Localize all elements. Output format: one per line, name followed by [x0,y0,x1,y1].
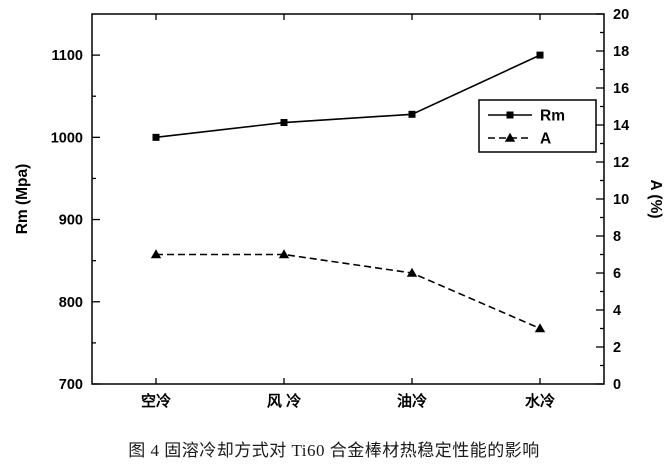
series-a [150,249,546,333]
x-tick-label: 油冷 [397,392,427,410]
axis-ticks [92,13,604,385]
right-tick-label: 16 [613,81,629,97]
marker-square [408,110,416,118]
left-tick-label: 800 [59,295,83,311]
left-tick-label: 700 [59,377,83,393]
right-tick-label: 18 [613,44,629,60]
x-tick-label: 风 冷 [267,392,301,410]
right-tick-label: 8 [613,229,621,245]
x-tick-label: 水冷 [525,392,555,410]
left-tick-label: 1100 [52,48,83,64]
marker-square [536,51,544,59]
legend-box [478,99,597,153]
plot-border [91,13,605,385]
marker-triangle [406,267,418,277]
marker-square [280,119,288,127]
marker-square [152,133,160,141]
tick-labels: 700 800 900 1000 1100 0 2 4 6 8 10 12 14 16 18 20 空冷 风 冷 油… [51,7,629,410]
right-tick-label: 12 [613,155,629,171]
line-chart: 700 800 900 1000 1100 0 2 4 6 8 10 12 14 16 18 20 空冷 风 冷 油… [14,7,664,410]
series-rm [152,51,544,141]
legend-label: Rm [540,108,565,125]
legend-label: A [540,131,551,148]
figure-caption: 图 4 固溶冷却方式对 Ti60 合金棒材热稳定性能的影响 [128,441,540,460]
marker-square [506,111,514,119]
marker-triangle [150,249,162,259]
marker-triangle [278,249,290,259]
legend: Rm A [478,99,597,153]
right-tick-label: 14 [613,118,629,134]
x-tick-label: 空冷 [141,392,171,410]
right-axis-title: A (%) [647,179,664,218]
left-axis-title: Rm (Mpa) [14,164,31,235]
right-tick-label: 2 [613,340,621,356]
left-tick-label: 1000 [51,130,83,146]
right-tick-label: 4 [613,303,621,319]
right-tick-label: 0 [613,377,621,393]
marker-triangle [534,323,546,333]
right-tick-label: 6 [613,266,621,282]
right-tick-label: 20 [613,7,629,23]
marker-triangle [504,132,516,142]
left-tick-label: 900 [59,213,83,229]
right-tick-label: 10 [613,192,629,208]
